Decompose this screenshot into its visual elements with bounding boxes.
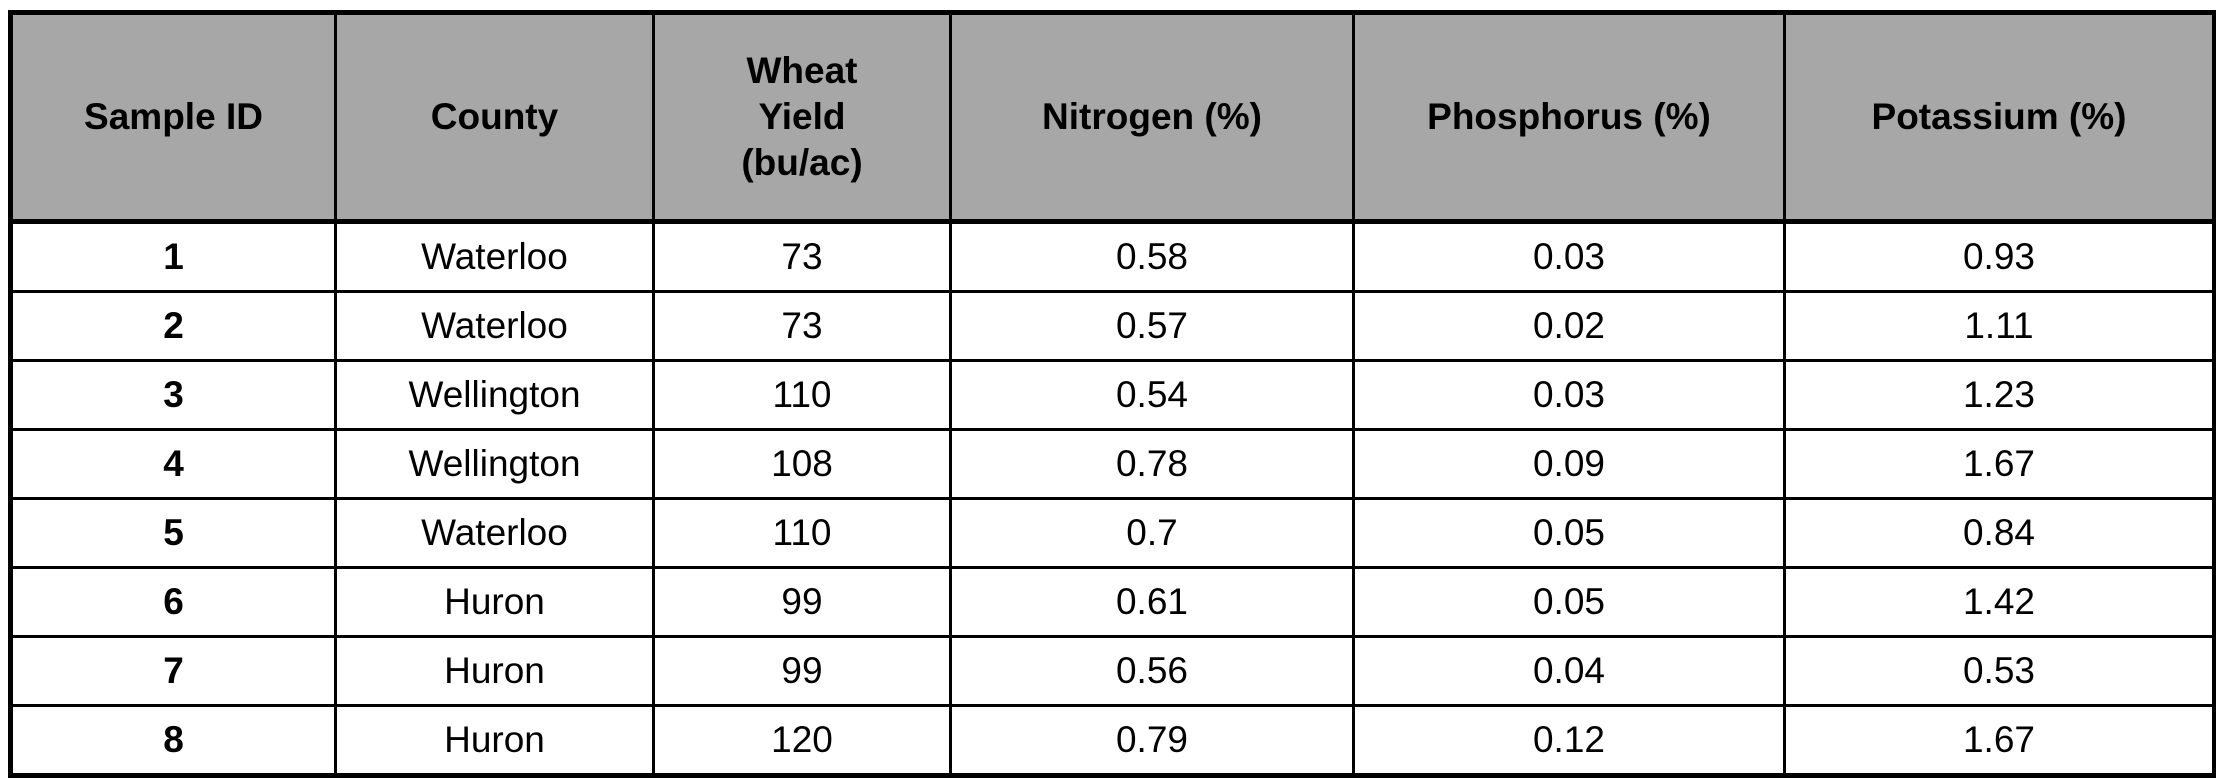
table-cell: 0.02 xyxy=(1352,290,1786,362)
column-header: Nitrogen (%) xyxy=(949,11,1355,224)
table-row: 5 Waterloo 110 0.7 0.05 0.84 xyxy=(9,497,2216,569)
table-cell: 6 xyxy=(9,566,337,638)
table-container: Sample ID County Wheat Yield (bu/ac) Nitrog… xyxy=(8,10,2216,778)
table-cell: Waterloo xyxy=(334,497,655,569)
header-row: Sample ID County Wheat Yield (bu/ac) Nitrog… xyxy=(9,11,2216,224)
table-cell: 7 xyxy=(9,635,337,707)
column-header: Potassium (%) xyxy=(1783,11,2216,224)
table-cell: 2 xyxy=(9,290,337,362)
column-header: County xyxy=(334,11,655,224)
table-cell: 0.03 xyxy=(1352,359,1786,431)
table-body: 1 Waterloo 73 0.58 0.03 0.93 2 Waterloo 73 0.57 0.… xyxy=(9,220,2216,777)
table-row: 6 Huron 99 0.61 0.05 1.42 xyxy=(9,566,2216,638)
table-cell: 8 xyxy=(9,704,337,777)
table-cell: 1.67 xyxy=(1783,428,2216,500)
table-cell: 0.58 xyxy=(949,220,1355,293)
table-cell: 99 xyxy=(652,566,952,638)
table-cell: 4 xyxy=(9,428,337,500)
table-cell: 0.05 xyxy=(1352,497,1786,569)
table-cell: 73 xyxy=(652,290,952,362)
table-cell: 1.23 xyxy=(1783,359,2216,431)
table-cell: Huron xyxy=(334,566,655,638)
table-cell: Wellington xyxy=(334,359,655,431)
table-row: 8 Huron 120 0.79 0.12 1.67 xyxy=(9,704,2216,777)
table-cell: Wellington xyxy=(334,428,655,500)
table-row: 3 Wellington 110 0.54 0.03 1.23 xyxy=(9,359,2216,431)
table-cell: 108 xyxy=(652,428,952,500)
table-cell: 5 xyxy=(9,497,337,569)
table-cell: 73 xyxy=(652,220,952,293)
table-cell: 0.79 xyxy=(949,704,1355,777)
table-cell: 0.93 xyxy=(1783,220,2216,293)
table-cell: 110 xyxy=(652,359,952,431)
table-row: 4 Wellington 108 0.78 0.09 1.67 xyxy=(9,428,2216,500)
table-row: 7 Huron 99 0.56 0.04 0.53 xyxy=(9,635,2216,707)
table-cell: 0.53 xyxy=(1783,635,2216,707)
table-cell: 110 xyxy=(652,497,952,569)
table-cell: 0.84 xyxy=(1783,497,2216,569)
column-header: Phosphorus (%) xyxy=(1352,11,1786,224)
table-cell: 0.78 xyxy=(949,428,1355,500)
table-cell: 0.04 xyxy=(1352,635,1786,707)
table-cell: 0.56 xyxy=(949,635,1355,707)
table-cell: 0.54 xyxy=(949,359,1355,431)
table-cell: 120 xyxy=(652,704,952,777)
table-cell: Huron xyxy=(334,704,655,777)
table-cell: 0.7 xyxy=(949,497,1355,569)
table-cell: Waterloo xyxy=(334,290,655,362)
table-row: 1 Waterloo 73 0.58 0.03 0.93 xyxy=(9,220,2216,293)
table-cell: 0.61 xyxy=(949,566,1355,638)
soil-sample-table: Sample ID County Wheat Yield (bu/ac) Nitrog… xyxy=(8,10,2216,778)
table-cell: Waterloo xyxy=(334,220,655,293)
table-cell: 1.67 xyxy=(1783,704,2216,777)
column-header: Wheat Yield (bu/ac) xyxy=(652,11,952,224)
table-cell: 99 xyxy=(652,635,952,707)
table-cell: 0.05 xyxy=(1352,566,1786,638)
table-row: 2 Waterloo 73 0.57 0.02 1.11 xyxy=(9,290,2216,362)
table-cell: 0.09 xyxy=(1352,428,1786,500)
column-header: Sample ID xyxy=(9,11,337,224)
table-cell: 0.12 xyxy=(1352,704,1786,777)
table-cell: 0.57 xyxy=(949,290,1355,362)
table-cell: 3 xyxy=(9,359,337,431)
table-cell: 1 xyxy=(9,220,337,293)
table-cell: 1.11 xyxy=(1783,290,2216,362)
table-cell: Huron xyxy=(334,635,655,707)
table-cell: 1.42 xyxy=(1783,566,2216,638)
table-cell: 0.03 xyxy=(1352,220,1786,293)
